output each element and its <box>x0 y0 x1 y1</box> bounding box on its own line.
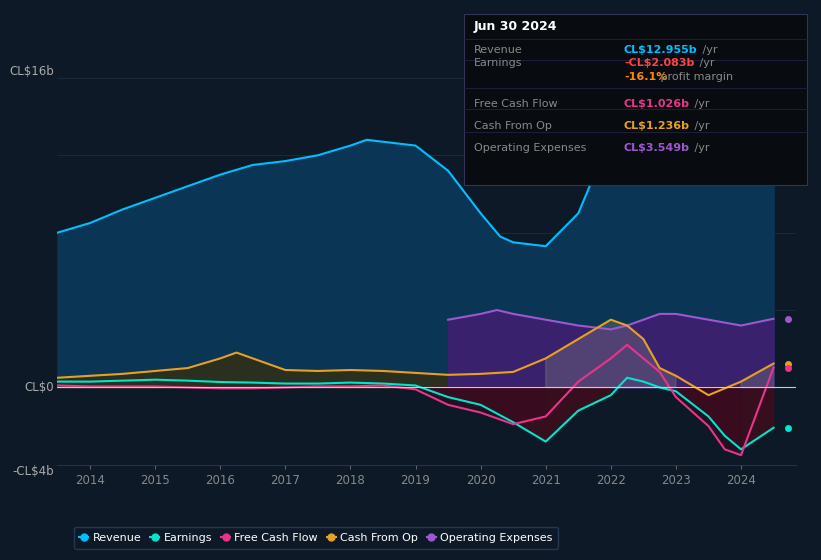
Legend: Revenue, Earnings, Free Cash Flow, Cash From Op, Operating Expenses: Revenue, Earnings, Free Cash Flow, Cash … <box>74 527 558 549</box>
Text: /yr: /yr <box>691 121 710 131</box>
Text: Revenue: Revenue <box>474 45 522 55</box>
Text: Jun 30 2024: Jun 30 2024 <box>474 20 557 33</box>
Text: Cash From Op: Cash From Op <box>474 121 552 131</box>
Text: /yr: /yr <box>696 58 715 68</box>
Text: CL$0: CL$0 <box>24 381 54 394</box>
Text: -16.1%: -16.1% <box>624 72 667 82</box>
Text: CL$1.236b: CL$1.236b <box>624 121 690 131</box>
Text: CL$12.955b: CL$12.955b <box>624 45 698 55</box>
Text: Earnings: Earnings <box>474 58 522 68</box>
Text: CL$3.549b: CL$3.549b <box>624 143 690 153</box>
Text: Operating Expenses: Operating Expenses <box>474 143 586 153</box>
Text: /yr: /yr <box>691 99 710 109</box>
Text: /yr: /yr <box>691 143 710 153</box>
Text: -CL$4b: -CL$4b <box>12 465 54 478</box>
Text: -CL$2.083b: -CL$2.083b <box>624 58 695 68</box>
Text: profit margin: profit margin <box>657 72 733 82</box>
Text: /yr: /yr <box>699 45 718 55</box>
Text: CL$16b: CL$16b <box>9 65 54 78</box>
Text: CL$1.026b: CL$1.026b <box>624 99 690 109</box>
Text: Free Cash Flow: Free Cash Flow <box>474 99 557 109</box>
